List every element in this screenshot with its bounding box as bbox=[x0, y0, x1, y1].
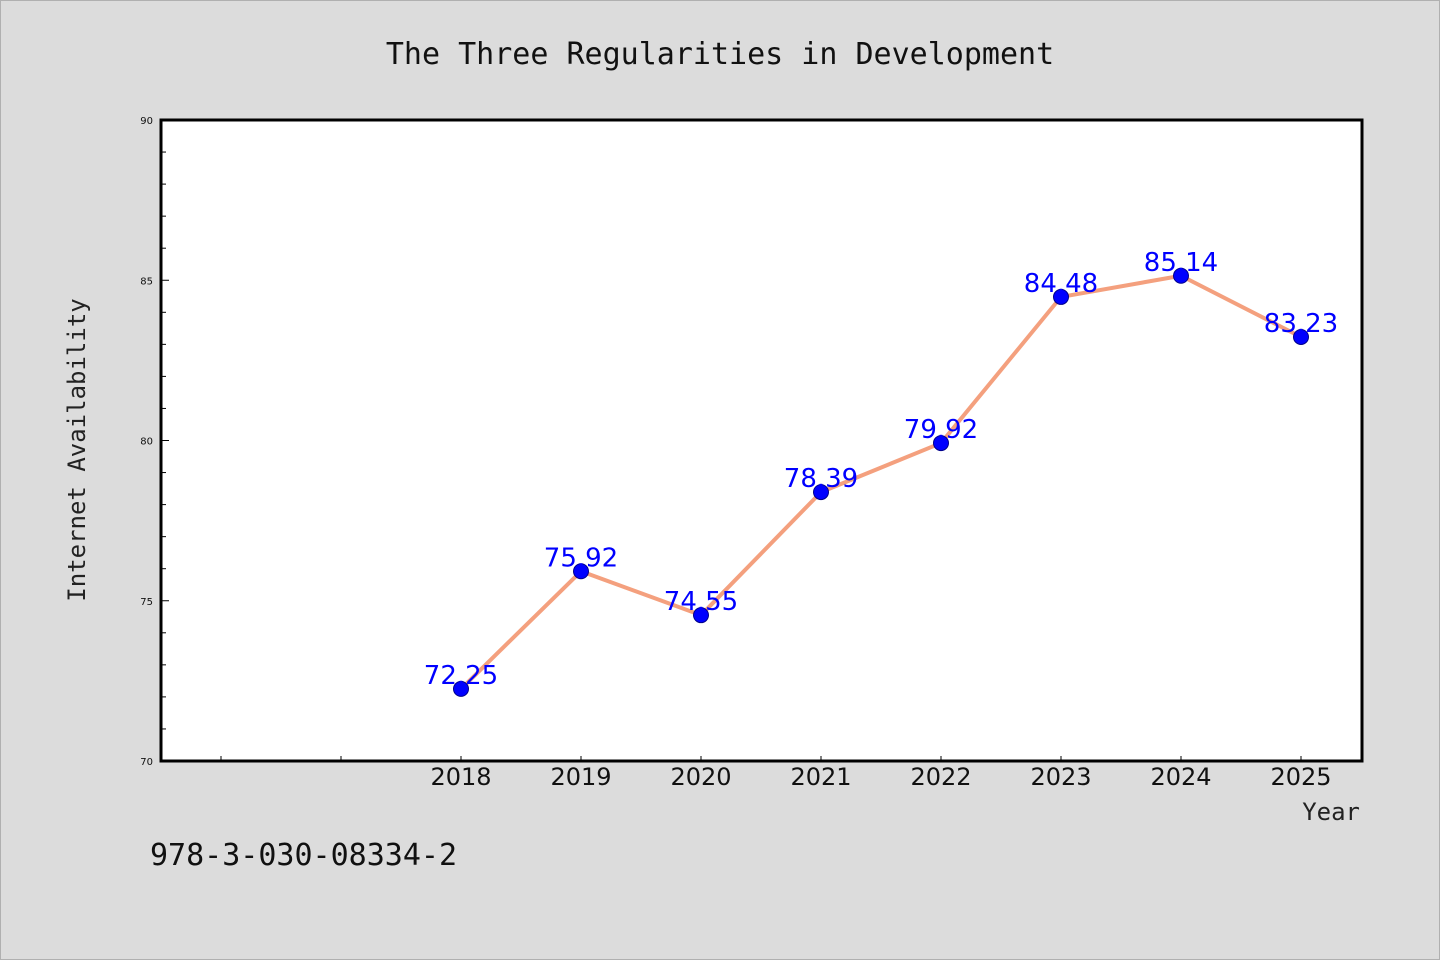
data-point bbox=[933, 435, 949, 452]
isbn-footer: 978-3-030-08334-2 bbox=[150, 838, 457, 873]
x-axis: 2018 2019 2020 2021 2022 2023 2024 2025 bbox=[220, 756, 1332, 791]
x-tick-label: 2021 bbox=[790, 763, 851, 791]
chart-title: The Three Regularities in Development bbox=[386, 37, 1054, 72]
data-point bbox=[813, 484, 829, 501]
series-line bbox=[459, 273, 1303, 691]
y-tick-label: 75 bbox=[140, 597, 153, 608]
data-label: 84.48 bbox=[1024, 269, 1098, 299]
x-tick-label: 2020 bbox=[670, 763, 731, 791]
y-axis: 70 75 80 85 90 bbox=[140, 116, 169, 768]
data-point bbox=[1173, 267, 1189, 284]
data-point bbox=[693, 607, 709, 624]
series-line-group bbox=[459, 273, 1303, 691]
y-tick-label: 85 bbox=[140, 276, 153, 287]
y-tick-label: 90 bbox=[140, 116, 153, 127]
data-label-group: 72.25 75.92 74.55 78.39 79.92 84.48 85.14 83.23 bbox=[424, 248, 1338, 691]
data-point bbox=[1053, 288, 1069, 305]
data-label: 85.14 bbox=[1144, 248, 1218, 278]
data-point bbox=[573, 563, 589, 580]
x-tick-label: 2019 bbox=[550, 763, 611, 791]
data-label: 75.92 bbox=[544, 543, 618, 573]
y-tick-label: 80 bbox=[140, 437, 153, 448]
plot-area bbox=[159, 118, 1364, 763]
x-axis-label: Year bbox=[1302, 798, 1360, 826]
y-axis-label: Internet Availability bbox=[63, 298, 91, 601]
x-tick-label: 2025 bbox=[1270, 763, 1331, 791]
data-point bbox=[453, 680, 469, 697]
marker-group bbox=[453, 267, 1309, 697]
data-label: 78.39 bbox=[784, 464, 858, 494]
data-label: 79.92 bbox=[904, 415, 978, 445]
y-tick-label: 70 bbox=[140, 757, 153, 768]
x-tick-label: 2024 bbox=[1150, 763, 1211, 791]
data-label: 83.23 bbox=[1264, 309, 1338, 339]
x-tick-label: 2022 bbox=[910, 763, 971, 791]
x-tick-label: 2023 bbox=[1030, 763, 1091, 791]
data-point bbox=[1293, 328, 1309, 345]
x-tick-label: 2018 bbox=[430, 763, 491, 791]
data-label: 74.55 bbox=[664, 587, 738, 617]
data-label: 72.25 bbox=[424, 661, 498, 691]
